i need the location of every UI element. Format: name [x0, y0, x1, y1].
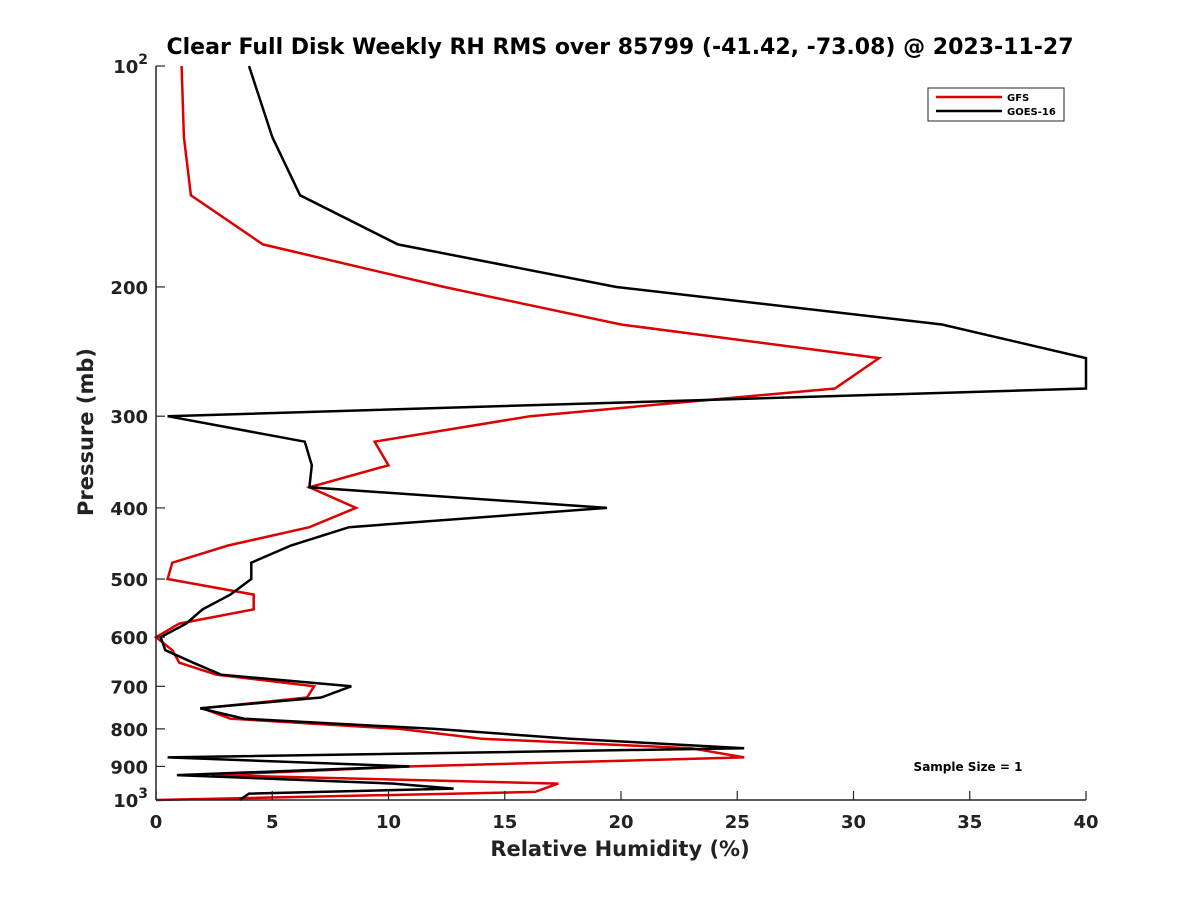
x-tick-label: 10	[376, 812, 401, 833]
x-tick-label: 25	[725, 812, 750, 833]
sample-size-annotation: Sample Size = 1	[914, 760, 1023, 774]
y-tick-label: 103	[113, 786, 148, 812]
x-axis-ticks: 0 5 10 15 20 25 30 35 40	[150, 791, 1099, 833]
series-line-goes-16	[159, 65, 1088, 802]
y-tick-label: 300	[110, 407, 148, 428]
legend-box	[927, 87, 1065, 122]
legend-entry-label: GOES-16	[1007, 107, 1056, 118]
x-tick-label: 5	[266, 812, 279, 833]
y-tick-label: 700	[110, 677, 148, 698]
y-tick-label: 200	[110, 278, 148, 299]
y-tick-label: 400	[110, 499, 148, 520]
x-tick-label: 40	[1073, 812, 1098, 833]
axes-layer	[155, 66, 1086, 801]
series-layer	[153, 65, 1088, 802]
x-tick-label: 35	[957, 812, 982, 833]
y-tick-label: 600	[110, 628, 148, 649]
y-tick-label: 102	[113, 52, 148, 78]
chart-title: Clear Full Disk Weekly RH RMS over 85799…	[166, 35, 1073, 60]
x-tick-label: 15	[492, 812, 517, 833]
legend: GFS GOES-16	[927, 87, 1065, 122]
x-tick-label: 20	[608, 812, 633, 833]
x-tick-label: 30	[841, 812, 866, 833]
x-axis-label: Relative Humidity (%)	[490, 837, 749, 861]
y-axis-label: Pressure (mb)	[74, 348, 98, 516]
y-tick-label: 800	[110, 720, 148, 741]
legend-entry-label: GFS	[1007, 93, 1029, 104]
y-tick-label: 900	[110, 757, 148, 778]
y-tick-label: 500	[110, 570, 148, 591]
y-axis-ticks: 102 200 300 400 500 600 700 800 900 103	[110, 52, 165, 812]
plot-area: 0 5 10 15 20 25 30 35 40 102 200 300 400 500 600 700 80…	[110, 52, 1098, 833]
x-tick-label: 0	[150, 812, 163, 833]
